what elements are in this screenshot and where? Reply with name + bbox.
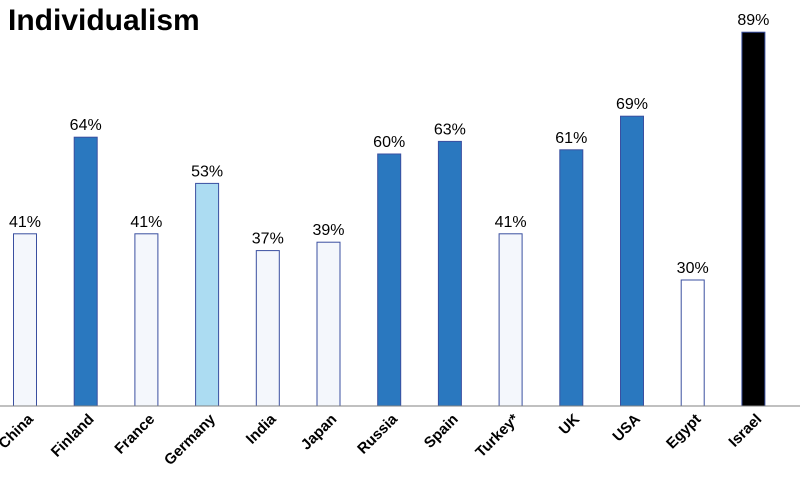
bar-finland	[73, 136, 98, 407]
value-label: 69%	[616, 96, 648, 113]
category-label: USA	[609, 411, 644, 446]
category-label: UK	[556, 411, 583, 438]
value-label: 89%	[737, 12, 769, 29]
value-label: 41%	[130, 214, 162, 231]
value-label: 37%	[252, 231, 284, 248]
category-label: Russia	[354, 410, 401, 457]
category-label: Turkey*	[472, 411, 522, 461]
value-labels-group: 41% 64% 41% 53% 37% 39% 60% 63% 41% 61% 69% 30% 89%	[9, 12, 769, 277]
category-label: Spain	[421, 411, 462, 452]
bar-uk	[559, 149, 584, 407]
value-label: 39%	[312, 222, 344, 239]
category-label: India	[243, 410, 280, 447]
value-label: 41%	[495, 214, 527, 231]
category-label: Finland	[48, 411, 98, 461]
bar-germany	[195, 182, 220, 407]
bars-group	[13, 31, 766, 407]
bar-china	[13, 233, 37, 407]
value-label: 61%	[555, 130, 587, 147]
bar-turkey	[498, 233, 523, 407]
value-label: 63%	[434, 121, 466, 138]
category-label: France	[111, 411, 158, 458]
category-label: Germany	[161, 410, 219, 468]
chart-title: Individualism	[8, 4, 200, 37]
value-label: 64%	[70, 117, 102, 134]
bar-india	[255, 250, 280, 407]
value-label: 41%	[9, 214, 41, 231]
bar-france	[134, 233, 159, 407]
value-label: 53%	[191, 163, 223, 180]
value-label: 60%	[373, 134, 405, 151]
bar-israel	[741, 31, 766, 407]
category-label: Egypt	[663, 411, 704, 452]
bar-spain	[437, 140, 462, 407]
category-label: China	[0, 410, 37, 452]
bar-egypt	[680, 279, 705, 407]
bar-russia	[377, 153, 402, 407]
category-label: Israel	[725, 411, 765, 451]
bar-usa	[620, 115, 644, 407]
category-labels-group: China Finland France Germany India Japan Russi…	[0, 410, 765, 468]
bar-japan	[316, 241, 341, 407]
value-label: 30%	[677, 260, 709, 277]
category-label: Japan	[298, 411, 341, 454]
